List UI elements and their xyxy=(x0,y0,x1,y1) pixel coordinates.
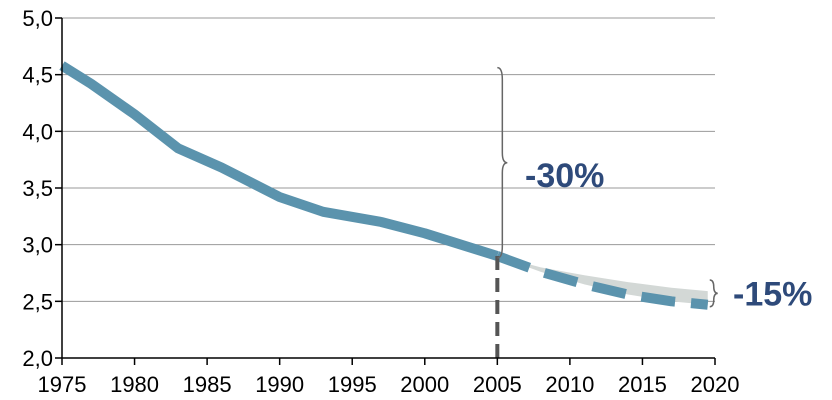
y-tick-label: 3,5 xyxy=(22,176,53,201)
gridlines xyxy=(62,17,715,302)
series-layer xyxy=(59,61,709,310)
x-tick-label: 1985 xyxy=(183,372,232,397)
annotation-30-percent: -30% xyxy=(525,157,604,195)
x-tick-label: 1990 xyxy=(255,372,304,397)
x-tick-label: 2010 xyxy=(545,372,594,397)
y-tick-label: 2,0 xyxy=(22,346,53,371)
brace-30-percent xyxy=(497,66,508,259)
projection-band-layer xyxy=(497,256,708,305)
annotation-layer: -30% -15% xyxy=(497,66,812,313)
series-projected-line xyxy=(495,251,709,310)
y-tick-label: 5,0 xyxy=(22,6,53,31)
y-tick-label: 4,0 xyxy=(22,119,53,144)
x-tick-label: 2005 xyxy=(473,372,522,397)
projection-band xyxy=(497,256,708,305)
annotation-15-percent: -15% xyxy=(733,275,812,313)
y-tick-label: 3,0 xyxy=(22,233,53,258)
axes: 2,0 2,5 3,0 3,5 4,0 4,5 5,0 1975 1980 1985 1990 199… xyxy=(22,6,739,397)
brace-15-percent xyxy=(709,279,718,308)
x-tick-label: 1995 xyxy=(328,372,377,397)
x-tick-label: 1980 xyxy=(110,372,159,397)
x-tick-label: 2020 xyxy=(691,372,740,397)
y-tick-label: 4,5 xyxy=(22,63,53,88)
series-historical-line xyxy=(59,61,499,261)
x-tick-label: 2000 xyxy=(400,372,449,397)
x-tick-label: 1975 xyxy=(38,372,87,397)
x-tick-label: 2015 xyxy=(618,372,667,397)
y-tick-label: 2,5 xyxy=(22,289,53,314)
